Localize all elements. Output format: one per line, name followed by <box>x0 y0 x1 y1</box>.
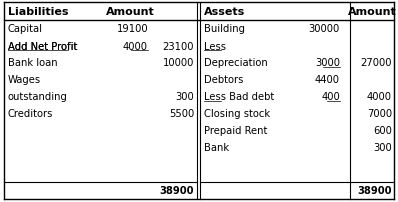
Text: Bank loan: Bank loan <box>8 58 58 68</box>
Text: 400: 400 <box>321 92 340 102</box>
Text: 3000: 3000 <box>315 58 340 68</box>
Text: 300: 300 <box>175 92 194 102</box>
Text: 5500: 5500 <box>169 109 194 119</box>
Text: Assets: Assets <box>204 7 245 17</box>
Text: Bank: Bank <box>204 143 229 153</box>
Text: Capital: Capital <box>8 24 43 34</box>
Text: Prepaid Rent: Prepaid Rent <box>204 126 267 136</box>
Text: Add Net Profit: Add Net Profit <box>8 41 77 51</box>
Text: 4000: 4000 <box>367 92 392 102</box>
Text: Debtors: Debtors <box>204 75 243 85</box>
Text: Closing stock: Closing stock <box>204 109 270 119</box>
Text: Depreciation: Depreciation <box>204 58 268 68</box>
Text: 19100: 19100 <box>116 24 148 34</box>
Text: 4000: 4000 <box>123 41 148 51</box>
Text: outstanding: outstanding <box>8 92 68 102</box>
Text: 38900: 38900 <box>357 186 392 196</box>
Text: 38900: 38900 <box>160 186 194 196</box>
Text: Less: Less <box>204 41 226 51</box>
Text: 27000: 27000 <box>361 58 392 68</box>
Text: Less Bad debt: Less Bad debt <box>204 92 274 102</box>
Text: Liabilities: Liabilities <box>8 7 68 17</box>
Text: Amount: Amount <box>347 7 396 17</box>
Text: 23100: 23100 <box>162 41 194 51</box>
Text: Wages: Wages <box>8 75 41 85</box>
Text: 600: 600 <box>373 126 392 136</box>
Text: 10000: 10000 <box>163 58 194 68</box>
Text: Amount: Amount <box>106 7 155 17</box>
Text: Creditors: Creditors <box>8 109 53 119</box>
Text: Building: Building <box>204 24 245 34</box>
Text: 4400: 4400 <box>315 75 340 85</box>
Text: 300: 300 <box>373 143 392 153</box>
Text: 7000: 7000 <box>367 109 392 119</box>
Text: Add Net Profit: Add Net Profit <box>8 41 77 51</box>
Text: 30000: 30000 <box>309 24 340 34</box>
